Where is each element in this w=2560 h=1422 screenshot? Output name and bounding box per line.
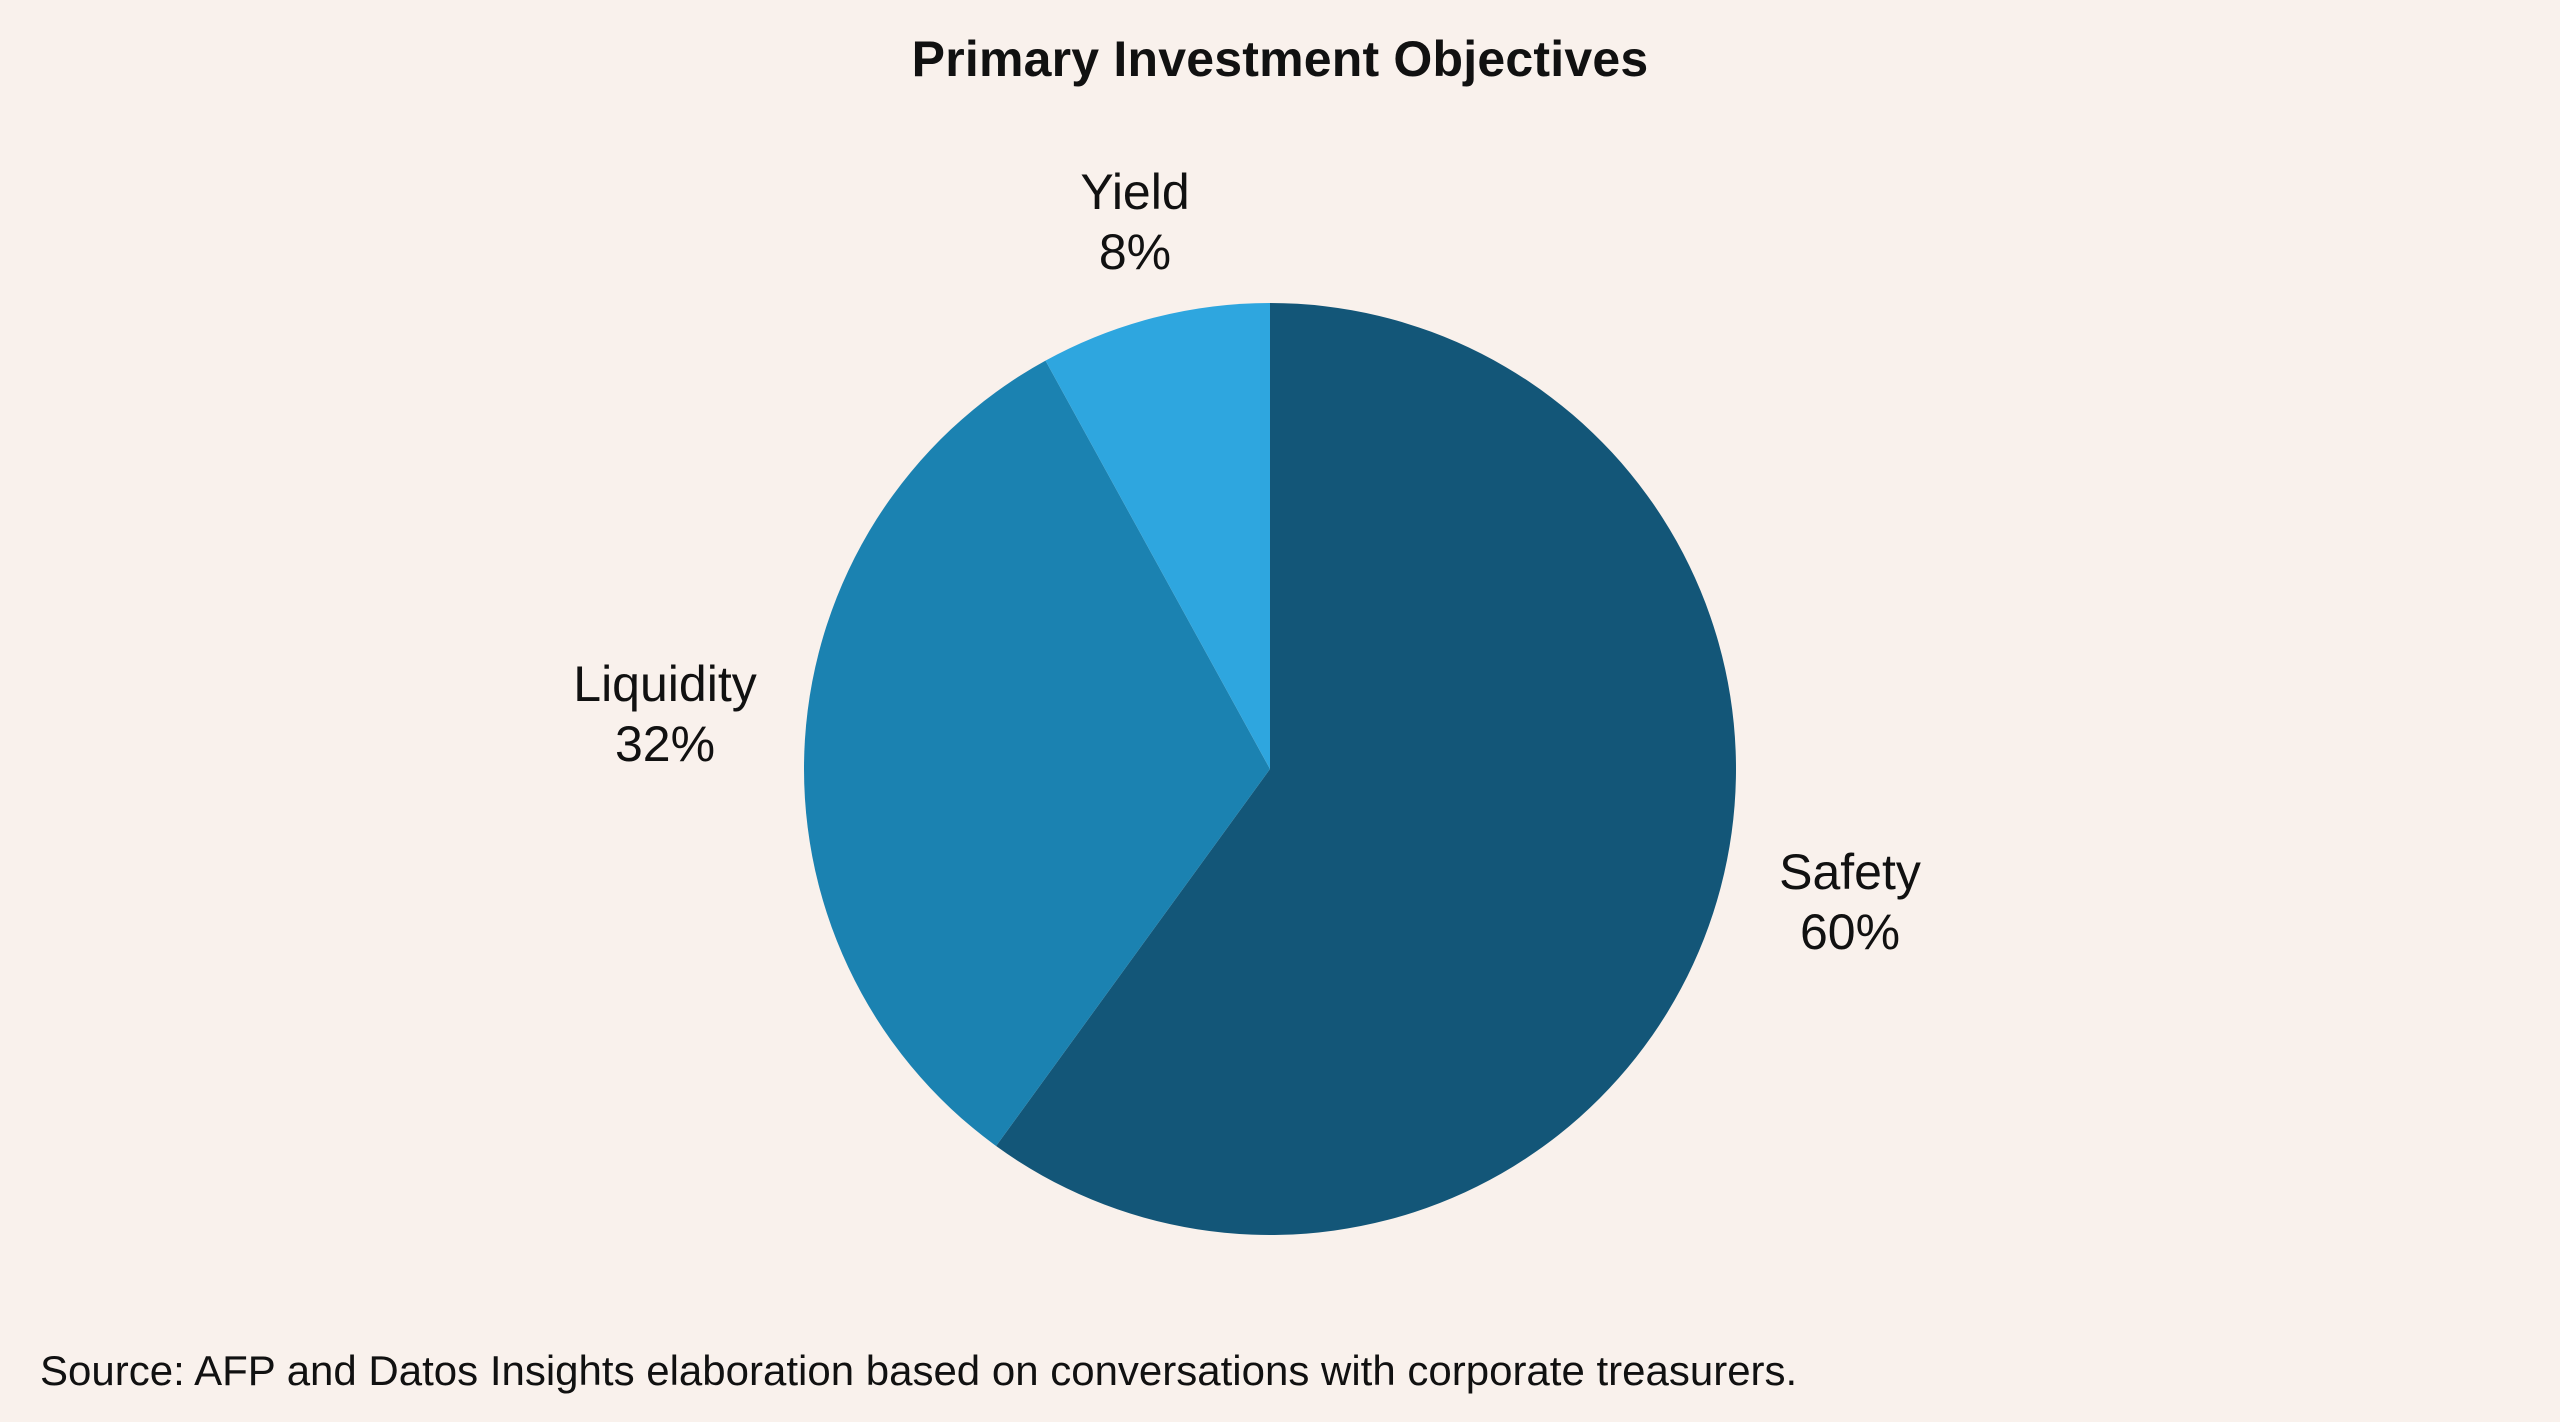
source-note: Source: AFP and Datos Insights elaborati…: [40, 1347, 1798, 1394]
pie-slice-safety: [996, 303, 1737, 1235]
chart-title: Primary Investment Objectives: [911, 31, 1649, 87]
slice-label-liquidity: Liquidity 32%: [530, 654, 800, 774]
pie-slices: [803, 303, 1737, 1235]
slice-label-liquidity-name: Liquidity: [573, 656, 757, 712]
pie-slice-yield: [1045, 303, 1270, 769]
slice-label-yield-name: Yield: [1080, 164, 1190, 220]
slice-label-safety: Safety 60%: [1740, 842, 1960, 962]
slice-label-liquidity-value: 32%: [614, 716, 716, 772]
slice-label-safety-value: 60%: [1799, 904, 1901, 960]
slice-label-yield-value: 8%: [1098, 224, 1172, 280]
pie-slice-liquidity: [803, 360, 1270, 1146]
slice-label-safety-name: Safety: [1779, 844, 1921, 900]
slice-label-yield: Yield 8%: [1030, 162, 1240, 282]
